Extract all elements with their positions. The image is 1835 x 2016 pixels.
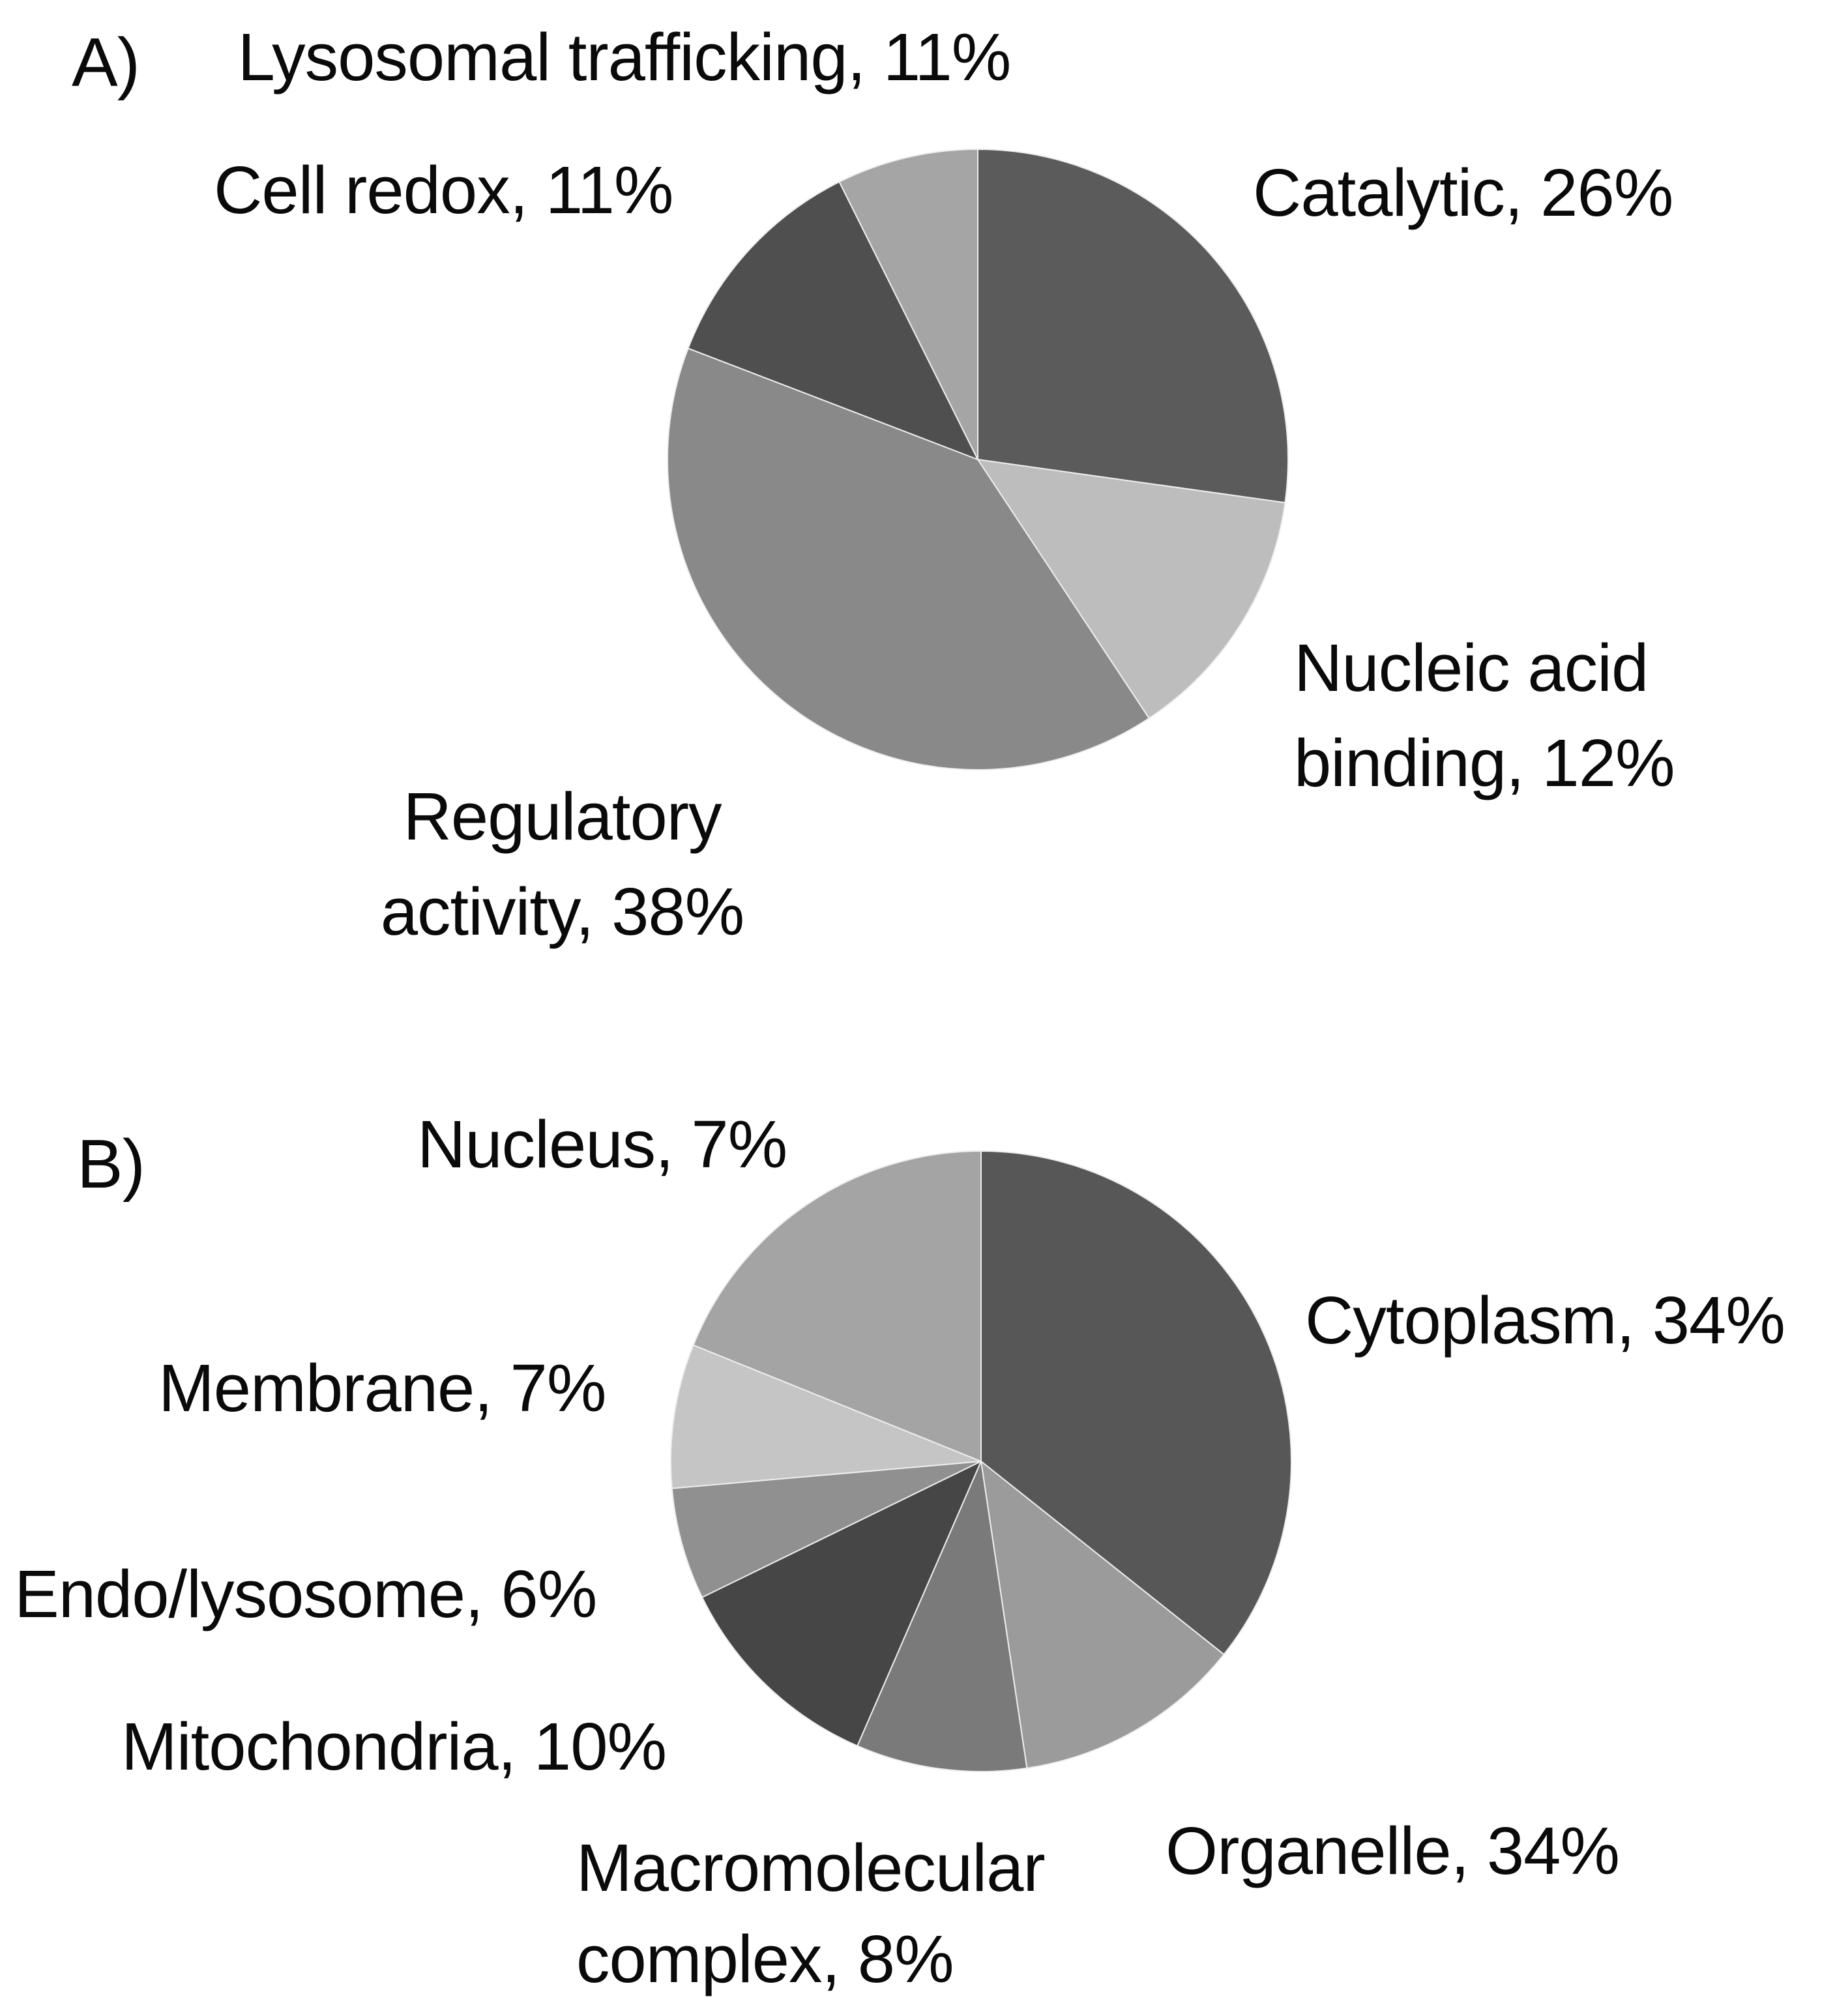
pie-slice-mitochondria	[701, 1461, 982, 1747]
pie-b-label-endo-lysosome: Endo/lysosome, 6%	[14, 1556, 597, 1631]
pie-slice-lysosomal-trafficking	[838, 149, 978, 460]
pie-slice-nucleus	[692, 1150, 982, 1462]
panel-b-tag: B)	[77, 1118, 145, 1210]
panel-a-tag: A)	[72, 17, 140, 108]
pie-b-label-cytoplasm: Cytoplasm, 34%	[1305, 1283, 1785, 1358]
pie-slice-macromolecular-complex	[857, 1461, 1028, 1772]
pie-a-label-nucleic-acid-binding: Nucleic acid binding, 12%	[1294, 630, 1675, 800]
pie-slice-organelle	[980, 1461, 1225, 1769]
pie-b-label-membrane: Membrane, 7%	[158, 1351, 606, 1425]
pie-chart-b-subcellular-location	[670, 1150, 1292, 1772]
pie-slice-membrane	[670, 1344, 982, 1489]
pie-slice-catalytic	[977, 149, 1289, 504]
pie-a-label-catalytic: Catalytic, 26%	[1253, 155, 1673, 230]
pie-a-label-cell-redox: Cell redox, 11%	[214, 153, 673, 227]
pie-a-label-lysosomal-trafficking: Lysosomal trafficking, 11%	[237, 20, 1012, 95]
pie-b-label-macromolecular-complex: Macromolecular complex, 8%	[576, 1830, 1046, 1996]
pie-b-label-nucleus: Nucleus, 7%	[417, 1107, 787, 1182]
pie-slice-cell-redox	[687, 181, 978, 460]
pie-slice-cytoplasm	[980, 1150, 1292, 1656]
pie-chart-a-molecular-function	[667, 149, 1289, 770]
pie-slice-regulatory-activity	[667, 347, 1150, 770]
panel-b-tag-text: B)	[77, 1126, 145, 1203]
pie-b-label-mitochondria: Mitochondria, 10%	[121, 1709, 667, 1784]
pie-a-label-regulatory-activity: Regulatory activity, 38%	[380, 779, 745, 949]
panel-a-tag-text: A)	[72, 24, 140, 101]
pie-b-label-organelle: Organelle, 34%	[1166, 1813, 1620, 1888]
pie-slice-endo-lysosome	[671, 1461, 982, 1598]
pie-slice-nucleic-acid-binding	[977, 459, 1286, 719]
